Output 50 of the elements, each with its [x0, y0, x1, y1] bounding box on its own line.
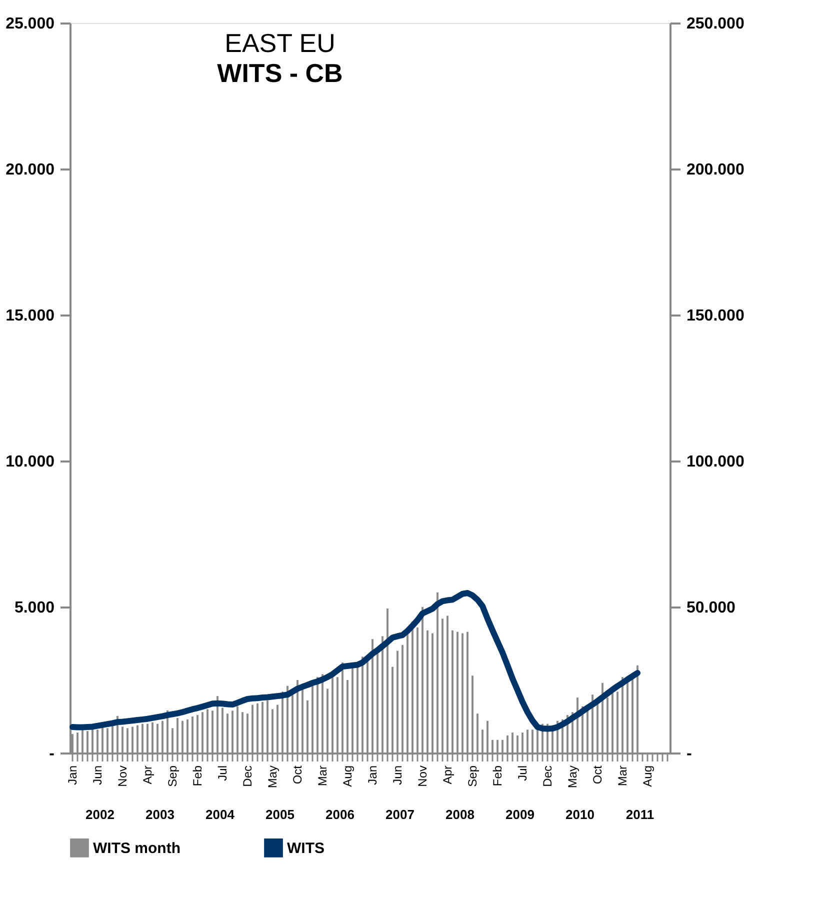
y-tick-label: - — [49, 746, 54, 762]
x-tick-label: Jan — [66, 766, 80, 785]
x-tick-label: Sep — [166, 765, 180, 787]
y2-tick-label: - — [686, 746, 692, 762]
text: 2003 — [146, 807, 174, 822]
x-tick-label: Dec — [540, 766, 554, 787]
y-tick-label: 5.000 — [14, 600, 55, 616]
text: 2005 — [266, 807, 294, 822]
text: 2010 — [566, 807, 594, 822]
x-tick-label: Jul — [516, 766, 530, 781]
x-tick-label: Apr — [440, 766, 454, 784]
text: 2002 — [86, 807, 114, 822]
y-tick-label: 15.000 — [6, 308, 55, 324]
x-tick-label: Feb — [490, 765, 504, 786]
y2-tick-label: 250.000 — [686, 16, 744, 32]
text: 2007 — [386, 807, 414, 822]
x-tick-label: Oct — [290, 764, 304, 784]
text: 2008 — [446, 807, 474, 822]
x-tick-label: Jan — [366, 766, 380, 785]
x-tick-label: Dec — [240, 766, 254, 787]
y2-tick-label: 150.000 — [686, 308, 744, 324]
y-tick-label: 20.000 — [6, 162, 55, 178]
x-tick-label: Aug — [640, 766, 654, 787]
x-tick-label: May — [566, 766, 580, 788]
x-tick-label: Mar — [316, 766, 330, 786]
x-tick-label: Feb — [190, 765, 204, 786]
legend-label: WITS — [287, 840, 324, 857]
x-tick-label: Nov — [116, 766, 130, 787]
y2-tick-label: 200.000 — [686, 162, 744, 178]
y-tick-label: 25.000 — [6, 16, 55, 32]
x-tick-label: Jun — [390, 766, 404, 785]
text: 2004 — [206, 807, 236, 822]
x-tick-label: Mar — [616, 766, 630, 786]
y-tick-label: 10.000 — [6, 454, 55, 470]
x-tick-label: Jun — [90, 766, 104, 785]
x-tick-label: Aug — [340, 766, 354, 787]
x-tick-label: Nov — [416, 766, 430, 787]
y2-tick-label: 100.000 — [686, 454, 744, 470]
text: 2006 — [326, 807, 354, 822]
text: 2009 — [506, 807, 534, 822]
x-tick-label: Sep — [466, 765, 480, 787]
text: 2011 — [626, 807, 654, 822]
x-tick-label: Apr — [140, 766, 154, 784]
x-tick-label: May — [266, 766, 280, 788]
chart-title: EAST EU — [224, 28, 336, 58]
legend-label: WITS month — [93, 840, 180, 857]
text: WITS - CB — [217, 58, 343, 88]
x-tick-label: Oct — [590, 764, 604, 784]
y2-tick-label: 50.000 — [686, 600, 736, 616]
x-tick-label: Jul — [216, 766, 230, 781]
